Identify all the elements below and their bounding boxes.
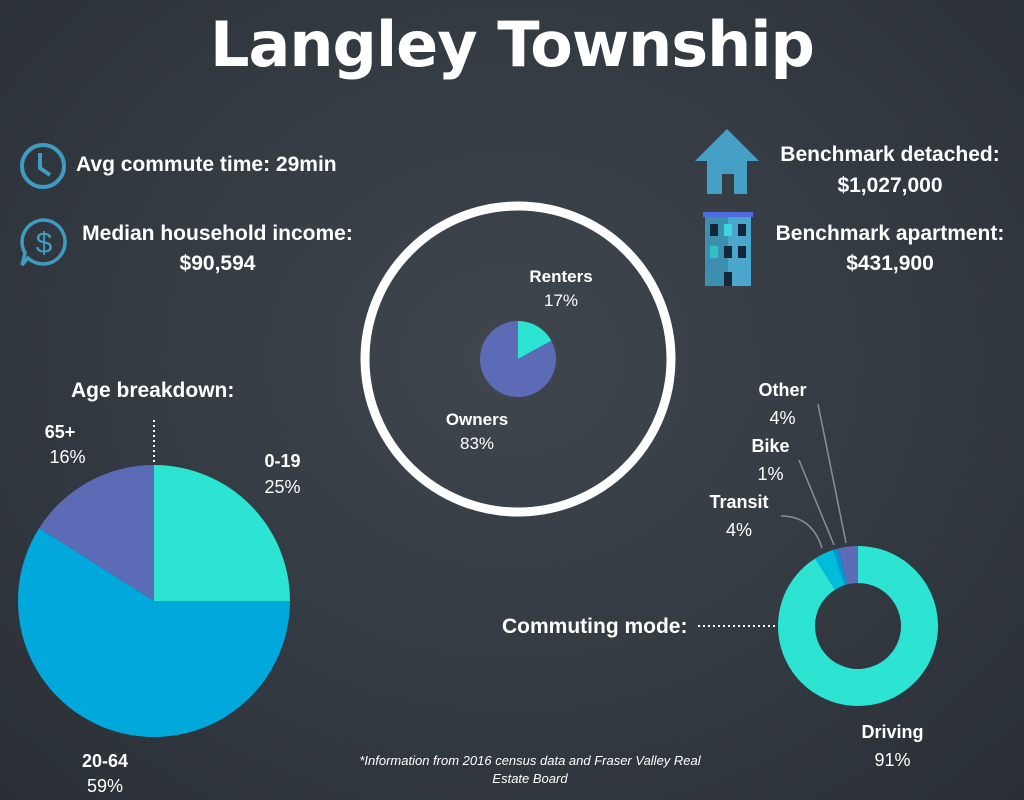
age-pct-0-19: 25% (264, 477, 301, 497)
slice-0-19 (154, 465, 290, 601)
slice-bike (833, 548, 848, 586)
dollar-speech-icon: $ (20, 218, 67, 267)
commute-label-transit: Transit (709, 492, 769, 512)
commute-pct-driving: 91% (874, 750, 911, 770)
owners-label: Owners (445, 410, 509, 429)
svg-text:$: $ (36, 227, 53, 260)
avg-commute-stat: Avg commute time: 29min (76, 153, 337, 176)
age-label-20-64: 20-64 (81, 751, 129, 771)
housing-ring (360, 201, 676, 517)
slice-65- (39, 465, 154, 601)
clock-icon (20, 143, 66, 189)
slice-20-64 (18, 528, 291, 737)
commute-label-other: Other (758, 380, 807, 400)
slice-owners (480, 321, 557, 397)
commute-chart-title: Commuting mode: (502, 615, 688, 638)
footnote: *Information from 2016 census data and F… (359, 753, 701, 786)
slice-other (838, 546, 858, 585)
leader-lines (153, 403, 847, 627)
detached-label: Benchmark detached: (780, 143, 1000, 166)
income-value: $90,594 (179, 252, 256, 275)
age-pie-chart (18, 465, 291, 737)
commute-pct-bike: 1% (757, 464, 784, 484)
age-pct-20-64: 59% (86, 776, 124, 796)
slice-driving (778, 546, 938, 707)
commute-donut-chart (778, 546, 938, 707)
age-chart-title: Age breakdown: (71, 379, 235, 402)
commute-label-bike: Bike (751, 436, 790, 456)
owners-pct: 83% (459, 434, 495, 453)
commute-pct-other: 4% (769, 408, 796, 428)
renters-pct: 17% (543, 291, 579, 310)
page-title: Langley Township (210, 8, 815, 81)
commute-pct-transit: 4% (725, 520, 752, 540)
house-icon (695, 129, 759, 194)
age-label-0-19: 0-19 (264, 451, 301, 471)
detached-value: $1,027,000 (837, 174, 943, 197)
slice-transit (815, 549, 845, 590)
slice-renters (518, 321, 552, 359)
apartment-label: Benchmark apartment: (775, 222, 1005, 245)
commute-label-driving: Driving (861, 722, 924, 742)
renters-label: Renters (529, 267, 593, 286)
apartment-value: $431,900 (846, 252, 934, 275)
income-label: Median household income: (82, 222, 353, 245)
apartment-building-icon (703, 212, 753, 286)
age-pct-65plus: 16% (49, 447, 86, 467)
tenure-pie-chart (480, 321, 557, 397)
age-label-65plus: 65+ (44, 422, 76, 442)
